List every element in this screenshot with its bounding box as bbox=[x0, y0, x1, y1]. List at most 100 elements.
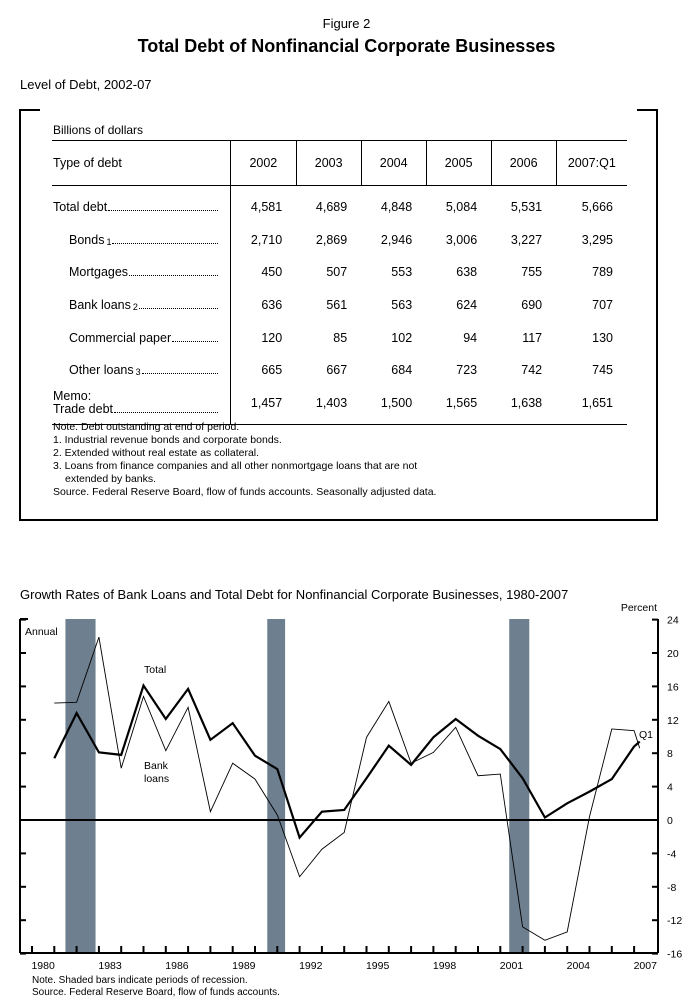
footnote-marker: 3 bbox=[135, 367, 141, 378]
table-cell: 3,295 bbox=[581, 232, 613, 247]
footnote-marker: 2 bbox=[132, 302, 138, 313]
table-cell: 102 bbox=[391, 330, 413, 345]
chart-note: Source. Federal Reserve Board, flow of f… bbox=[32, 987, 280, 998]
growth-rate-chart: 24 20 16 12 8 4 0 -4 -8 -12 -16 1980 1983 1986 1989 199… bbox=[19, 602, 682, 972]
table-cell: 5,531 bbox=[510, 200, 543, 215]
header-type-of-debt: Type of debt bbox=[52, 140, 231, 186]
frequency-label: Annual bbox=[25, 626, 58, 638]
table-cell: 684 bbox=[391, 363, 413, 378]
table-cell: 4,848 bbox=[380, 200, 413, 215]
series-line-bank-loans bbox=[54, 636, 641, 941]
dot-leader bbox=[138, 307, 218, 310]
y-tick-label: -8 bbox=[667, 882, 676, 894]
table-cell: 4,581 bbox=[250, 200, 283, 215]
header-year-2005: 2005 bbox=[425, 140, 492, 186]
y-tick-label: 4 bbox=[667, 782, 673, 794]
table-row: Commercial paper 120 85 102 94 117 130 bbox=[52, 321, 627, 354]
table-cell: 507 bbox=[326, 265, 348, 280]
table-cell: 130 bbox=[592, 330, 613, 345]
table-row: Other loans 3 665 667 684 723 742 745 bbox=[52, 353, 627, 387]
table-cell: 2,869 bbox=[315, 232, 348, 247]
table-cell: 665 bbox=[261, 363, 283, 378]
q1-annotation: Q1 bbox=[639, 729, 653, 741]
table-cell: 1,457 bbox=[230, 386, 297, 426]
y-tick-label: 0 bbox=[667, 815, 673, 827]
y-tick-label: 12 bbox=[667, 715, 679, 727]
row-label-text: Trade debt bbox=[53, 401, 113, 416]
x-tick-label: 2004 bbox=[567, 960, 591, 972]
row-label-text: Commercial paper bbox=[69, 330, 172, 345]
dot-leader bbox=[108, 209, 218, 212]
table-note: 3. Loans from finance companies and all … bbox=[53, 460, 418, 472]
y-tick-label: -16 bbox=[667, 949, 682, 961]
dot-leader bbox=[172, 340, 218, 342]
table-cell: 1,500 bbox=[361, 386, 427, 426]
table-cell: 553 bbox=[391, 265, 413, 280]
y-tick-label: -12 bbox=[667, 915, 682, 927]
x-tick-label: 2007 bbox=[634, 960, 658, 972]
chart-title: Growth Rates of Bank Loans and Total Deb… bbox=[20, 587, 569, 602]
series-label-bank-loans: Bank loans bbox=[144, 760, 169, 785]
row-label: Total debt bbox=[52, 185, 231, 224]
table-cell: 636 bbox=[261, 298, 283, 313]
table-note: Note. Debt outstanding at end of period. bbox=[53, 421, 240, 433]
header-year-2003: 2003 bbox=[295, 140, 362, 186]
table-cell: 561 bbox=[326, 298, 348, 313]
table-note: 1. Industrial revenue bonds and corporat… bbox=[53, 434, 282, 446]
table-cell: 85 bbox=[333, 330, 348, 345]
dot-leader bbox=[141, 372, 218, 375]
row-label-text: Other loans bbox=[69, 363, 134, 378]
table-cell: 745 bbox=[592, 363, 613, 378]
box-bottom-border bbox=[19, 519, 658, 521]
table-cell: 450 bbox=[261, 265, 283, 280]
row-label: Other loans 3 bbox=[52, 353, 231, 387]
memo-label: Memo: bbox=[53, 388, 92, 403]
row-label-text: Bonds bbox=[69, 232, 105, 247]
row-label-text: Mortgages bbox=[69, 265, 129, 280]
x-tick-label: 1998 bbox=[433, 960, 457, 972]
x-tick-label: 1983 bbox=[98, 960, 122, 972]
table-cell: 742 bbox=[521, 363, 543, 378]
table-note: Source. Federal Reserve Board, flow of f… bbox=[53, 486, 437, 498]
series-label-total: Total bbox=[144, 664, 166, 676]
recession-bar bbox=[65, 619, 96, 953]
table-cell: 690 bbox=[521, 298, 543, 313]
x-tick-label: 1980 bbox=[31, 960, 55, 972]
table-cell: 624 bbox=[456, 298, 478, 313]
table-row: Mortgages 450 507 553 638 755 789 bbox=[52, 256, 627, 289]
table-cell: 3,227 bbox=[510, 232, 543, 247]
table-cell: 117 bbox=[522, 330, 543, 345]
table-cell: 723 bbox=[456, 363, 478, 378]
table-header-row: Type of debt 2002 2003 2004 2005 2006 2007:Q1 bbox=[52, 140, 627, 186]
table-note: 2. Extended without real estate as colla… bbox=[53, 447, 260, 459]
table-section-title: Level of Debt, 2002-07 bbox=[20, 77, 152, 92]
table-cell: 1,651 bbox=[556, 386, 627, 426]
footnote-marker: 1 bbox=[106, 236, 112, 247]
table-cell: 2,710 bbox=[250, 232, 283, 247]
table-row: Memo: Trade debt 1,457 1,403 1,500 1,565 1,638… bbox=[52, 386, 627, 426]
table-cell: 789 bbox=[592, 265, 613, 280]
box-left-border bbox=[19, 109, 21, 521]
x-tick-label: 1986 bbox=[165, 960, 189, 972]
row-label: Mortgages bbox=[52, 256, 231, 289]
box-top-right-corner bbox=[637, 109, 658, 111]
table-notes: Note. Debt outstanding at end of period.… bbox=[53, 421, 436, 499]
x-tick-label: 1992 bbox=[299, 960, 323, 972]
chart-notes: Note. Shaded bars indicate periods of re… bbox=[32, 975, 280, 999]
row-label: Bonds 1 bbox=[52, 223, 231, 257]
box-top-left-corner bbox=[19, 109, 40, 111]
table-cell: 5,666 bbox=[581, 200, 613, 215]
header-year-2007-q1: 2007:Q1 bbox=[555, 140, 627, 186]
table-cell: 3,006 bbox=[445, 232, 478, 247]
figure-title: Total Debt of Nonfinancial Corporate Bus… bbox=[137, 36, 556, 56]
table-cell: 5,084 bbox=[445, 200, 478, 215]
header-year-2002: 2002 bbox=[230, 140, 297, 186]
table-units: Billions of dollars bbox=[53, 123, 144, 137]
dot-leader bbox=[129, 274, 218, 277]
debt-table: Type of debt 2002 2003 2004 2005 2006 2007:Q1… bbox=[52, 140, 627, 426]
box-right-border bbox=[656, 109, 658, 521]
row-label-text: Total debt bbox=[53, 200, 108, 215]
header-year-2006: 2006 bbox=[490, 140, 557, 186]
table-row: Bonds 1 2,710 2,869 2,946 3,006 3,227 3,295 bbox=[52, 223, 627, 257]
table-cell: 638 bbox=[456, 265, 478, 280]
